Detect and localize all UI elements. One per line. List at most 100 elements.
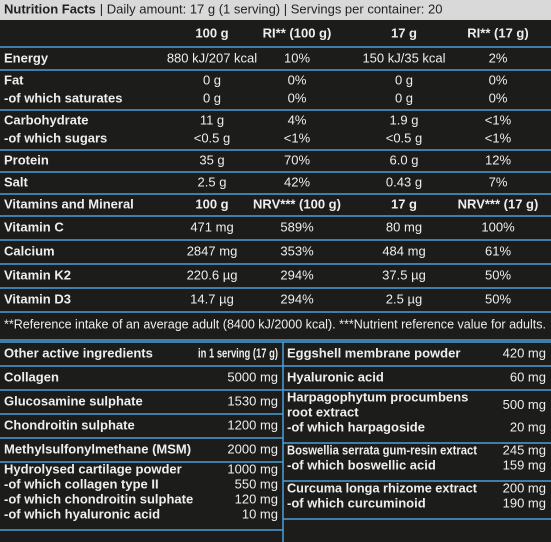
- footnote: **Reference intake of an average adult (…: [4, 316, 546, 331]
- cell: 0 g: [203, 90, 221, 105]
- row-label: Salt: [4, 174, 29, 189]
- cell: 471 mg: [190, 219, 233, 234]
- ingredient-label: -of which collagen type II: [4, 476, 159, 491]
- row-label: Carbohydrate: [4, 112, 89, 127]
- ingredient-amount: 500 mg: [503, 397, 546, 412]
- cell: <0.5 g: [194, 130, 231, 145]
- ingredient-label: Collagen: [4, 369, 59, 384]
- cell: 12%: [485, 152, 511, 167]
- cell: 4%: [288, 112, 307, 127]
- row-label: -of which sugars: [4, 130, 107, 145]
- ingredient-label: -of which curcuminoid: [287, 495, 426, 510]
- column-header: RI** (100 g): [263, 25, 332, 40]
- cell: 353%: [280, 243, 314, 258]
- column-header: 17 g: [391, 196, 417, 211]
- ingredient-amount: 20 mg: [510, 419, 546, 434]
- column-header: NRV*** (17 g): [458, 196, 539, 211]
- ingredient-amount: 5000 mg: [227, 369, 278, 384]
- cell: 0%: [288, 72, 307, 87]
- row-label: Fat: [4, 72, 24, 87]
- cell: 70%: [284, 152, 310, 167]
- ingredient-label: Other active ingredients: [4, 345, 153, 360]
- ingredient-amount: 120 mg: [235, 491, 278, 506]
- ingredient-amount: 2000 mg: [227, 441, 278, 456]
- column-header: 100 g: [195, 196, 228, 211]
- ingredient-label: Harpagophytum procumbens: [287, 389, 468, 404]
- ingredient-label: -of which harpagoside: [287, 419, 425, 434]
- header-title: Nutrition Facts: [4, 1, 96, 16]
- ingredient-amount: 550 mg: [235, 476, 278, 491]
- ingredient-amount: 10 mg: [242, 506, 278, 521]
- row-label: Protein: [4, 152, 49, 167]
- ingredient-amount: 1200 mg: [227, 417, 278, 432]
- cell: 2.5 µg: [386, 291, 422, 306]
- ingredient-amount: 1000 mg: [227, 461, 278, 476]
- cell: 220.6 µg: [187, 267, 238, 282]
- column-header: 17 g: [391, 25, 417, 40]
- ingredient-label: -of which chondroitin sulphate: [4, 491, 193, 506]
- section-header: Vitamins and Mineral: [4, 196, 134, 211]
- cell: <1%: [485, 130, 512, 145]
- ingredient-label: -of which hyaluronic acid: [4, 506, 160, 521]
- cell: 35 g: [199, 152, 224, 167]
- row-label: Energy: [4, 50, 49, 65]
- cell: 14.7 µg: [190, 291, 234, 306]
- column-header: NRV*** (100 g): [253, 196, 341, 211]
- cell: 7%: [489, 174, 508, 189]
- cell: 1.9 g: [390, 112, 419, 127]
- ingredient-amount: 60 mg: [510, 369, 546, 384]
- ingredient-amount: 159 mg: [503, 457, 546, 472]
- cell: 2%: [489, 50, 508, 65]
- cell: <1%: [485, 112, 512, 127]
- cell: 42%: [284, 174, 310, 189]
- cell: 50%: [485, 267, 511, 282]
- cell: 11 g: [200, 112, 224, 127]
- ingredient-amount: 190 mg: [503, 495, 546, 510]
- ingredient-amount: 200 mg: [503, 480, 546, 495]
- cell: 0%: [489, 72, 508, 87]
- row-label: Vitamin K2: [4, 267, 71, 282]
- ingredient-label: Curcuma longa rhizome extract: [287, 480, 478, 495]
- cell: 0 g: [395, 90, 413, 105]
- row-label: -of which saturates: [4, 90, 122, 105]
- cell: 880 kJ/207 kcal: [167, 50, 257, 65]
- header-info: | Daily amount: 17 g (1 serving) | Servi…: [100, 1, 443, 16]
- cell: 2847 mg: [187, 243, 238, 258]
- header-bar: [0, 0, 551, 20]
- cell: 294%: [280, 291, 314, 306]
- cell: 37.5 µg: [382, 267, 426, 282]
- ingredient-label: Chondroitin sulphate: [4, 417, 135, 432]
- cell: 150 kJ/35 kcal: [362, 50, 445, 65]
- ingredient-amount: 245 mg: [503, 442, 546, 457]
- cell: 6.0 g: [390, 152, 419, 167]
- column-header: RI** (17 g): [467, 25, 528, 40]
- cell: 80 mg: [386, 219, 422, 234]
- column-header: 100 g: [195, 25, 228, 40]
- ingredient-amount: 1530 mg: [227, 393, 278, 408]
- row-label: Vitamin D3: [4, 291, 71, 306]
- cell: 484 mg: [382, 243, 425, 258]
- cell: 0.43 g: [386, 174, 422, 189]
- row-label: Vitamin C: [4, 219, 64, 234]
- cell: 294%: [280, 267, 314, 282]
- cell: <0.5 g: [386, 130, 423, 145]
- cell: 50%: [485, 291, 511, 306]
- ingredient-label: root extract: [287, 404, 359, 419]
- ingredient-label: Glucosamine sulphate: [4, 393, 143, 408]
- cell: 100%: [481, 219, 515, 234]
- cell: 0 g: [203, 72, 221, 87]
- cell: 0%: [489, 90, 508, 105]
- row-label: Calcium: [4, 243, 55, 258]
- ingredient-label: -of which boswellic acid: [287, 457, 436, 472]
- ingredient-label: Hydrolysed cartilage powder: [4, 461, 182, 476]
- cell: 61%: [485, 243, 511, 258]
- ingredient-amount: in 1 serving (17 g): [198, 345, 278, 360]
- ingredient-amount: 420 mg: [503, 345, 546, 360]
- ingredient-label: Eggshell membrane powder: [287, 345, 460, 360]
- cell: 10%: [284, 50, 310, 65]
- cell: 589%: [280, 219, 314, 234]
- ingredient-label: Boswellia serrata gum-resin extract: [287, 442, 478, 457]
- cell: 2.5 g: [198, 174, 227, 189]
